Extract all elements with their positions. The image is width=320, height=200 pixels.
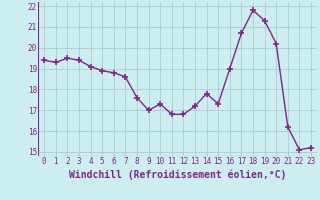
X-axis label: Windchill (Refroidissement éolien,°C): Windchill (Refroidissement éolien,°C) (69, 169, 286, 180)
